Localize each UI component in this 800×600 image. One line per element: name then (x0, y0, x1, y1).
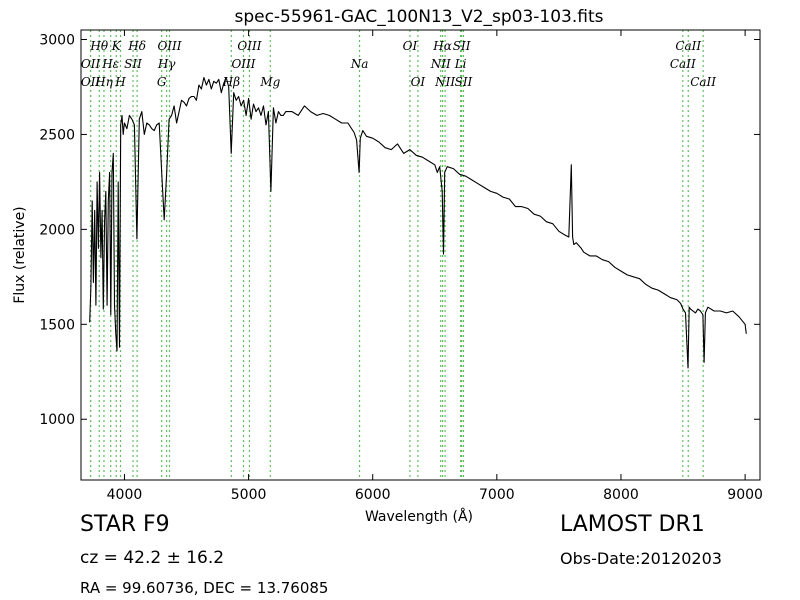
y-tick-label: 1000 (39, 412, 75, 428)
x-axis-label: Wavelength (Å) (365, 508, 473, 525)
ra-dec-coordinates: RA = 99.60736, DEC = 13.76085 (80, 579, 329, 597)
spectral-line-label: OIII (157, 39, 181, 53)
spectral-line-label: G (157, 75, 167, 89)
x-tick-label: 6000 (355, 487, 391, 503)
x-tick-label: 4000 (107, 487, 143, 503)
spectral-line-label: OII (81, 75, 101, 89)
spectral-line-label: OI (403, 39, 418, 53)
spectral-line-label: Hε (101, 57, 119, 71)
flux-series (89, 76, 747, 369)
y-tick-label: 2000 (39, 222, 75, 238)
y-tick-label: 3000 (39, 32, 75, 48)
spectral-line-label: OIII (237, 39, 261, 53)
spectral-line-label: Mg (259, 75, 280, 89)
y-axis-ticks: 1000 1500 2000 2500 3000 (39, 32, 760, 428)
x-axis-ticks: 4000 5000 6000 7000 8000 9000 (107, 30, 763, 503)
x-tick-label: 7000 (479, 487, 515, 503)
spectral-line-labels: OIIOIIHθHηHεKHSIIHδGHγOIIIHβOIIIOIIIMgNa… (81, 39, 716, 89)
spectral-line-markers (89, 30, 704, 480)
survey-name: LAMOST DR1 (560, 512, 705, 537)
x-tick-label: 5000 (231, 487, 267, 503)
y-tick-label: 2500 (39, 127, 75, 143)
spectral-line-label: NII (430, 57, 451, 71)
spectral-line-label: Li (454, 57, 467, 71)
spectral-line-label: Hγ (157, 57, 176, 71)
spectral-line-label: SII (455, 75, 473, 89)
spectral-line-label: NII (434, 75, 455, 89)
spectral-line-label: CaII (690, 75, 716, 89)
spectral-line-label: OIII (231, 57, 255, 71)
x-tick-label: 8000 (603, 487, 639, 503)
spectral-line-label: OI (411, 75, 426, 89)
chart-title: spec-55961-GAC_100N13_V2_sp03-103.fits (234, 7, 603, 27)
spectral-line-label: Na (350, 57, 369, 71)
plot-frame (80, 29, 761, 481)
spectral-line-label: Hη (94, 75, 113, 89)
spectral-line-label: SII (453, 39, 471, 53)
spectral-line-label: Hδ (127, 39, 146, 53)
spectral-line-label: CaII (670, 57, 696, 71)
y-tick-label: 1500 (39, 317, 75, 333)
x-tick-label: 9000 (727, 487, 763, 503)
spectral-line-label: OII (81, 57, 101, 71)
object-class: STAR F9 (80, 512, 170, 537)
y-axis-label: Flux (relative) (12, 206, 28, 303)
spectral-line-label: H (114, 75, 126, 89)
redshift-cz: cz = 42.2 ± 16.2 (80, 548, 225, 568)
spectral-line-label: Hθ (89, 39, 108, 53)
spectral-line-label: K (111, 39, 122, 53)
spectral-line-label: CaII (675, 39, 701, 53)
flux-series-line (89, 76, 747, 369)
observation-date: Obs-Date:20120203 (560, 549, 722, 568)
spectral-line-label: SII (124, 57, 142, 71)
spectral-line-label: Hα (432, 39, 452, 53)
